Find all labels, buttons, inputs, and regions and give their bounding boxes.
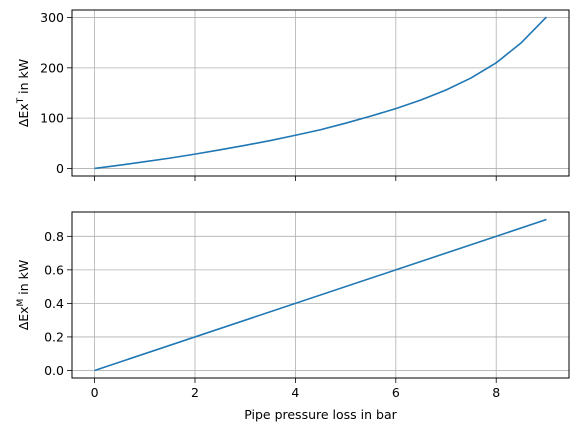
top-panel: 0 100 200 300 ΔExT in kW (16, 9, 570, 181)
x-tick-label: 2 (191, 385, 199, 400)
y-tick-label: 0.4 (44, 296, 64, 311)
y-tick-label: 0.8 (44, 229, 64, 244)
y-tick-label: 100 (40, 111, 64, 126)
y-tick-label: 0.6 (44, 262, 64, 277)
x-tick-label: 8 (492, 385, 500, 400)
top-y-ticks: 0 100 200 300 (40, 10, 72, 176)
bottom-axes-frame (71, 211, 570, 379)
bottom-grid (72, 212, 569, 378)
x-tick-label: 4 (291, 385, 299, 400)
y-tick-label: 200 (40, 60, 64, 75)
bottom-y-ticks: 0.0 0.2 0.4 0.6 0.8 (44, 229, 72, 378)
bottom-series-line (94, 218, 547, 372)
bottom-x-ticks: 0 2 4 6 8 (91, 378, 500, 400)
x-tick-label: 0 (91, 385, 99, 400)
y-tick-label: 300 (40, 10, 64, 25)
top-series-line (94, 16, 547, 170)
y-tick-label: 0.2 (44, 329, 64, 344)
top-axes-frame (71, 9, 570, 177)
x-tick-label: 6 (392, 385, 400, 400)
series-line (94, 16, 547, 170)
series-line (94, 218, 547, 372)
bottom-x-axis-label: Pipe pressure loss in bar (244, 407, 397, 422)
bottom-y-axis-label: ΔExM in kW (16, 260, 31, 331)
y-tick-label: 0.0 (44, 363, 64, 378)
bottom-panel: 0 2 4 6 8 0.0 0.2 0.4 0.6 0.8 ΔExM in kW Pipe pr… (16, 211, 570, 422)
top-y-axis-label: ΔExT in kW (16, 59, 31, 127)
top-grid (72, 10, 569, 176)
top-x-ticks (94, 176, 497, 181)
y-tick-label: 0 (56, 161, 64, 176)
